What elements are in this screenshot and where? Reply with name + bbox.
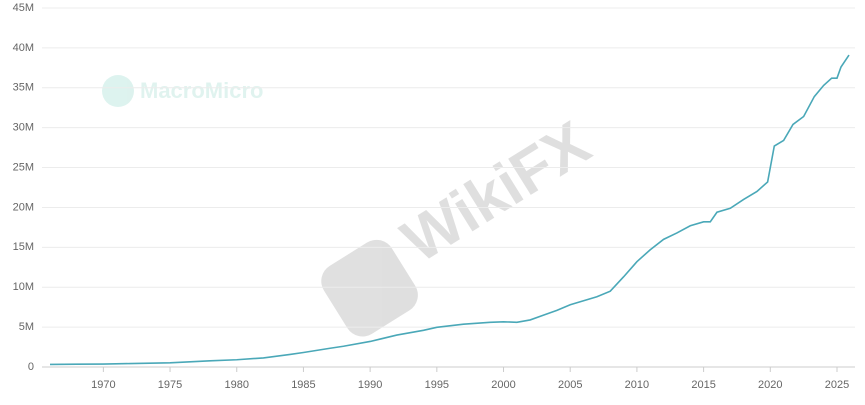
x-tick-label: 1995 [425, 379, 449, 391]
x-tick-label: 2005 [558, 379, 582, 391]
y-tick-label: 40M [13, 42, 34, 54]
y-tick-label: 30M [13, 122, 34, 134]
y-tick-label: 35M [13, 82, 34, 94]
x-tick-label: 2010 [625, 379, 649, 391]
y-tick-label: 5M [19, 321, 34, 333]
y-tick-label: 15M [13, 241, 34, 253]
y-tick-label: 20M [13, 201, 34, 213]
x-tick-label: 2025 [825, 379, 849, 391]
y-tick-label: 25M [13, 161, 34, 173]
y-tick-label: 45M [13, 2, 34, 14]
watermark-macromicro: MacroMicro [102, 75, 263, 107]
watermark-logo [321, 239, 418, 337]
x-tick-label: 1985 [291, 379, 315, 391]
x-tick-label: 1975 [158, 379, 182, 391]
watermark-text: MacroMicro [140, 78, 263, 103]
x-tick-label: 2020 [758, 379, 782, 391]
y-tick-label: 0 [28, 361, 34, 373]
x-tick-label: 1990 [358, 379, 382, 391]
x-tick-label: 2015 [691, 379, 715, 391]
x-tick-label: 2000 [491, 379, 515, 391]
y-tick-label: 10M [13, 281, 34, 293]
watermark-wikifx: WikiFX [321, 109, 602, 337]
watermark-logo [102, 75, 134, 107]
x-tick-label: 1980 [225, 379, 249, 391]
watermark-text: WikiFX [390, 109, 601, 277]
line [49, 54, 850, 366]
x-tick-label: 1970 [91, 379, 115, 391]
